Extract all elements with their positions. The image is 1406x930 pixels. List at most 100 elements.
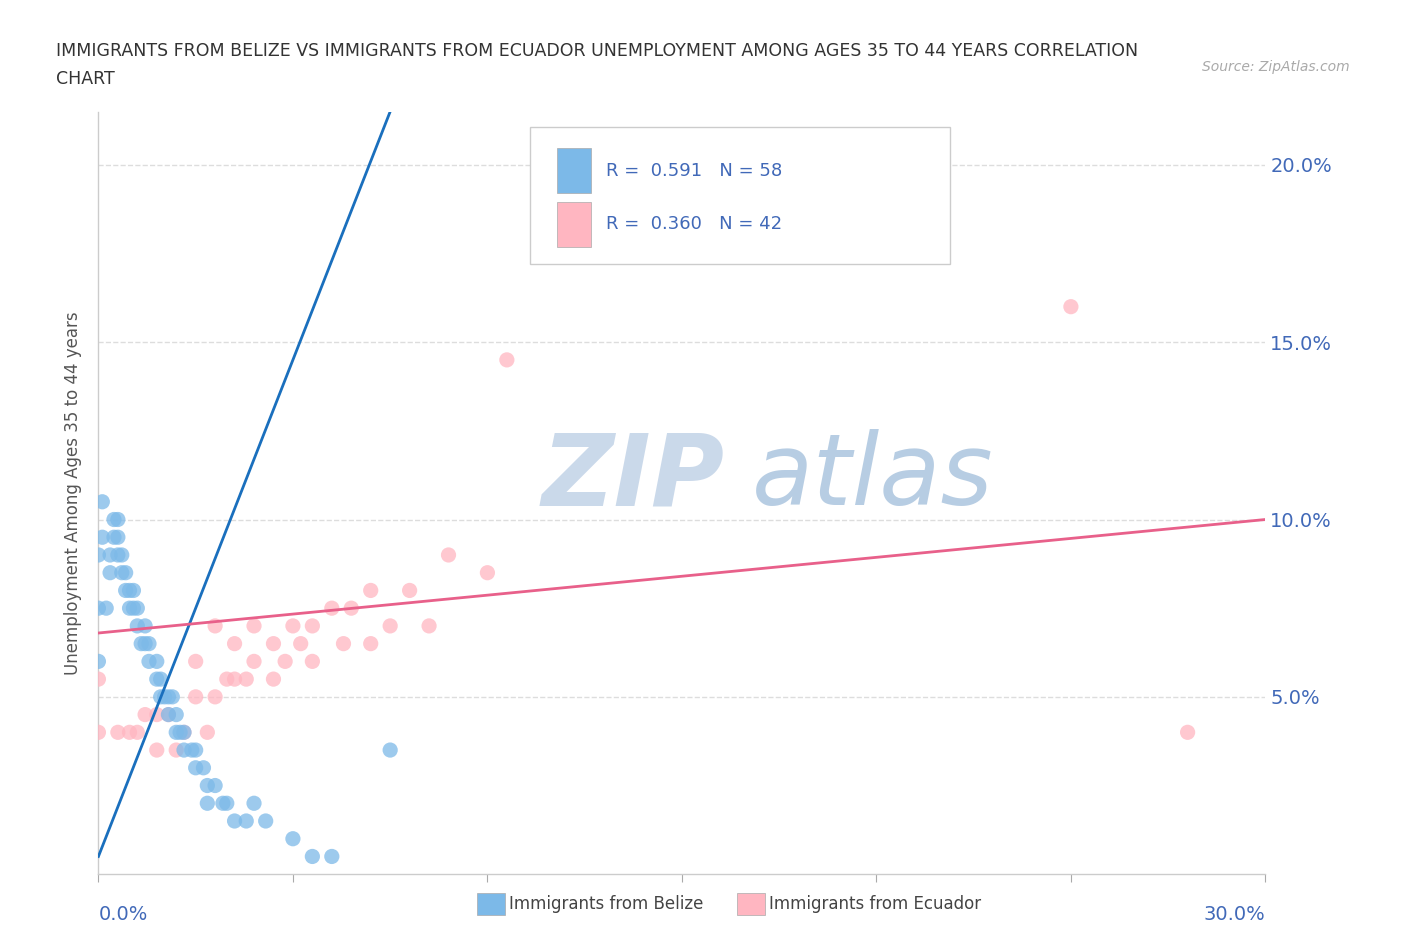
Point: [243, 796, 266, 811]
Point: [118, 601, 141, 616]
Point: [169, 724, 191, 739]
Point: [437, 548, 460, 563]
Point: [122, 601, 145, 616]
Point: [98, 548, 121, 563]
Point: [360, 583, 382, 598]
Point: [138, 654, 160, 669]
Point: [165, 707, 187, 722]
Point: [235, 671, 257, 686]
Point: [134, 636, 156, 651]
Text: 0.0%: 0.0%: [98, 905, 148, 923]
Point: [184, 761, 207, 776]
Point: [235, 814, 257, 829]
Point: [127, 601, 149, 616]
Point: [224, 636, 246, 651]
Point: [134, 618, 156, 633]
Point: [193, 761, 215, 776]
Point: [173, 743, 195, 758]
Point: [107, 512, 129, 527]
Point: [195, 724, 218, 739]
Point: [224, 814, 246, 829]
Text: Source: ZipAtlas.com: Source: ZipAtlas.com: [1202, 60, 1350, 74]
Text: IMMIGRANTS FROM BELIZE VS IMMIGRANTS FROM ECUADOR UNEMPLOYMENT AMONG AGES 35 TO : IMMIGRANTS FROM BELIZE VS IMMIGRANTS FRO…: [56, 42, 1139, 60]
Point: [418, 618, 440, 633]
Point: [107, 724, 129, 739]
Point: [254, 814, 277, 829]
Text: Immigrants from Ecuador: Immigrants from Ecuador: [769, 895, 981, 913]
Point: [134, 707, 156, 722]
Point: [398, 583, 420, 598]
Point: [263, 671, 285, 686]
Point: [184, 689, 207, 704]
Point: [127, 724, 149, 739]
Point: [321, 601, 343, 616]
Y-axis label: Unemployment Among Ages 35 to 44 years: Unemployment Among Ages 35 to 44 years: [65, 312, 83, 674]
Point: [281, 618, 304, 633]
Point: [1177, 724, 1199, 739]
Text: CHART: CHART: [56, 70, 115, 87]
Point: [103, 530, 125, 545]
Point: [204, 618, 226, 633]
Point: [111, 548, 134, 563]
Point: [340, 601, 363, 616]
Point: [274, 654, 297, 669]
Point: [87, 724, 110, 739]
Point: [91, 530, 114, 545]
Point: [87, 548, 110, 563]
Point: [204, 778, 226, 793]
Point: [477, 565, 499, 580]
Point: [184, 743, 207, 758]
Point: [114, 583, 136, 598]
Point: [107, 548, 129, 563]
Point: [1060, 299, 1083, 314]
Point: [301, 654, 323, 669]
Point: [91, 495, 114, 510]
Point: [157, 707, 180, 722]
Point: [215, 796, 238, 811]
Point: [162, 689, 184, 704]
Text: atlas: atlas: [752, 429, 994, 526]
Point: [146, 654, 169, 669]
Point: [380, 743, 402, 758]
Point: [138, 636, 160, 651]
Point: [180, 743, 202, 758]
Point: [111, 565, 134, 580]
Point: [157, 707, 180, 722]
Point: [263, 636, 285, 651]
Point: [107, 530, 129, 545]
Point: [321, 849, 343, 864]
Point: [215, 671, 238, 686]
FancyBboxPatch shape: [530, 126, 950, 264]
Text: R =  0.360   N = 42: R = 0.360 N = 42: [606, 216, 782, 233]
Point: [301, 618, 323, 633]
Point: [87, 654, 110, 669]
Point: [157, 689, 180, 704]
Point: [118, 724, 141, 739]
Point: [146, 671, 169, 686]
Point: [195, 778, 218, 793]
Text: ZIP: ZIP: [541, 429, 725, 526]
FancyBboxPatch shape: [557, 202, 591, 246]
Point: [212, 796, 235, 811]
Point: [173, 724, 195, 739]
Point: [122, 583, 145, 598]
Point: [281, 831, 304, 846]
Point: [103, 512, 125, 527]
Point: [96, 601, 118, 616]
Point: [129, 636, 152, 651]
Point: [224, 671, 246, 686]
Point: [146, 743, 169, 758]
Point: [301, 849, 323, 864]
FancyBboxPatch shape: [557, 148, 591, 193]
Point: [380, 618, 402, 633]
Point: [149, 671, 172, 686]
Text: R =  0.591   N = 58: R = 0.591 N = 58: [606, 162, 782, 180]
Point: [149, 689, 172, 704]
Point: [98, 565, 121, 580]
Point: [204, 689, 226, 704]
Point: [118, 583, 141, 598]
Point: [153, 689, 176, 704]
Point: [173, 724, 195, 739]
Point: [127, 618, 149, 633]
Text: 30.0%: 30.0%: [1204, 905, 1265, 923]
